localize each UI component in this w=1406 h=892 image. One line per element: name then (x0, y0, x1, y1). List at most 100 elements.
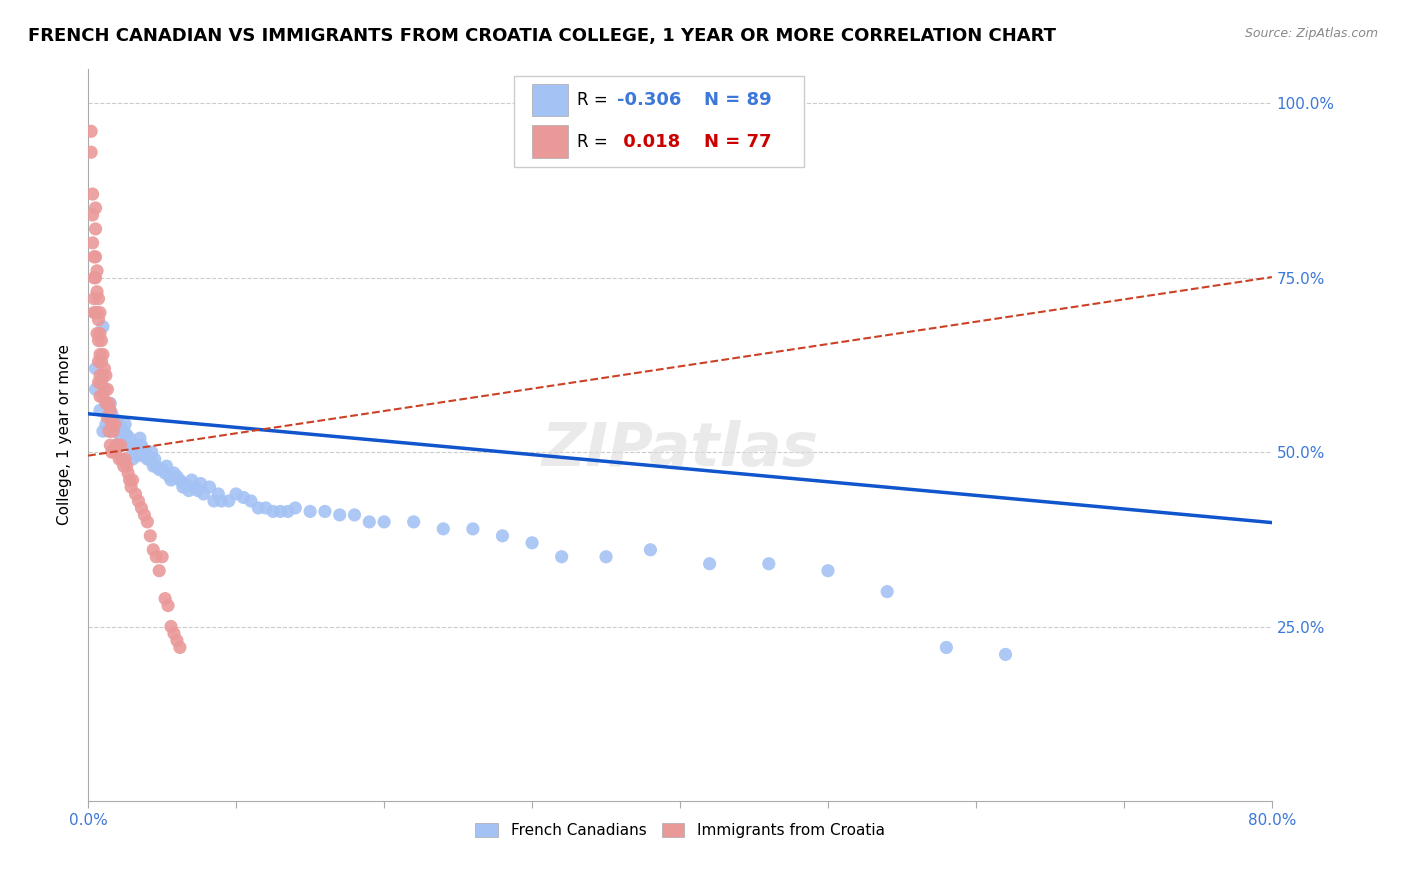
Point (89, 389, 111, 403)
Point (163, 466, 186, 480)
Point (87, 376, 110, 390)
Point (97, 396, 120, 410)
Point (359, 515, 381, 529)
Point (83, 292, 105, 306)
Point (183, 480, 205, 494)
Point (169, 640, 191, 655)
Point (82, 187, 104, 202)
Point (87, 334, 110, 348)
Point (155, 459, 177, 474)
Point (84, 305, 107, 319)
Point (97, 424, 120, 438)
Point (94, 396, 117, 410)
Point (110, 438, 132, 452)
Point (159, 469, 181, 483)
Point (90, 334, 112, 348)
Point (84, 270, 107, 285)
Point (93, 383, 115, 397)
Point (134, 508, 156, 522)
Point (80, 124, 103, 138)
Point (129, 431, 152, 445)
Point (84, 201, 107, 215)
Point (112, 459, 135, 474)
Point (262, 504, 284, 518)
Bar (531, 125, 568, 158)
Point (118, 473, 141, 487)
Point (153, 466, 176, 480)
Point (108, 452, 131, 467)
Point (139, 529, 162, 543)
Point (115, 459, 138, 474)
Text: 0.018: 0.018 (617, 133, 681, 151)
Point (207, 487, 229, 501)
Point (432, 522, 454, 536)
Point (89, 326, 111, 341)
Point (96, 383, 118, 397)
Text: Source: ZipAtlas.com: Source: ZipAtlas.com (1244, 27, 1378, 40)
Y-axis label: College, 1 year or more: College, 1 year or more (58, 344, 72, 525)
Point (98, 438, 121, 452)
Point (232, 491, 254, 505)
Point (254, 500, 277, 515)
Point (550, 549, 572, 564)
Point (148, 462, 170, 476)
Point (150, 549, 173, 564)
Point (84, 361, 107, 376)
Point (121, 473, 143, 487)
Point (299, 504, 322, 518)
Point (83, 305, 105, 319)
Point (270, 504, 292, 518)
Point (91, 347, 114, 361)
Legend: French Canadians, Immigrants from Croatia: French Canadians, Immigrants from Croati… (470, 817, 891, 845)
Point (112, 424, 135, 438)
Point (84, 222, 107, 236)
Point (202, 494, 225, 508)
Point (157, 599, 180, 613)
Point (491, 529, 513, 543)
Point (163, 626, 186, 640)
Point (132, 442, 155, 456)
Point (135, 445, 157, 459)
Point (699, 557, 721, 571)
Point (817, 564, 839, 578)
Point (84, 250, 107, 264)
Point (190, 476, 212, 491)
Point (91, 319, 114, 334)
Point (461, 522, 484, 536)
Point (87, 312, 110, 326)
Point (120, 480, 142, 494)
Point (98, 424, 121, 438)
Point (153, 591, 176, 606)
Point (209, 494, 232, 508)
Point (98, 396, 121, 410)
Bar (531, 84, 568, 117)
Point (142, 459, 165, 474)
Point (121, 442, 143, 456)
Point (110, 421, 132, 435)
Point (187, 483, 209, 498)
Point (198, 480, 221, 494)
Point (148, 564, 170, 578)
Point (172, 480, 194, 494)
Point (94, 396, 117, 410)
Point (87, 354, 110, 368)
Point (136, 515, 159, 529)
Point (343, 508, 366, 522)
Point (114, 417, 136, 432)
Point (90, 354, 112, 368)
Point (143, 452, 166, 467)
Point (121, 452, 143, 467)
Point (91, 424, 114, 438)
Point (104, 445, 127, 459)
Point (90, 376, 112, 390)
Point (104, 417, 127, 432)
Point (117, 438, 139, 452)
Point (86, 326, 108, 341)
Point (136, 452, 159, 467)
Point (101, 407, 124, 421)
Point (101, 417, 124, 432)
Point (104, 417, 127, 432)
Point (131, 438, 153, 452)
Point (83, 250, 105, 264)
Text: FRENCH CANADIAN VS IMMIGRANTS FROM CROATIA COLLEGE, 1 YEAR OR MORE CORRELATION C: FRENCH CANADIAN VS IMMIGRANTS FROM CROAT… (28, 27, 1056, 45)
